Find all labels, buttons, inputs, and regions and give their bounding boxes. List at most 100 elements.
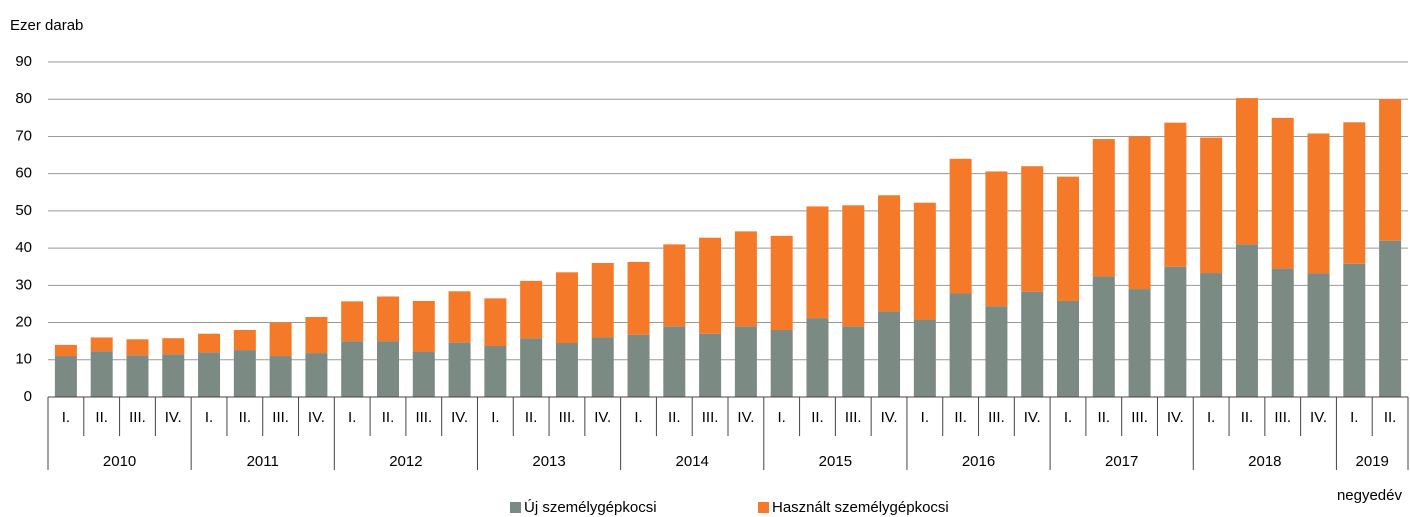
bar-segment <box>269 322 292 357</box>
year-label: 2010 <box>103 453 136 470</box>
x-tick-label: IV. <box>165 409 182 426</box>
x-tick-label: I. <box>62 409 70 426</box>
x-tick-label: IV. <box>594 409 611 426</box>
bar-segment <box>233 350 256 397</box>
y-tick-label: 90 <box>15 53 32 70</box>
x-tick-label: II. <box>382 409 395 426</box>
bar-segment <box>1307 133 1330 274</box>
bar-segment <box>198 333 221 353</box>
bar-segment <box>448 291 471 343</box>
bar-segment <box>448 342 471 397</box>
bar-segment <box>1092 276 1115 397</box>
bar-segment <box>305 353 328 397</box>
bar-segment <box>1200 273 1223 397</box>
bar-segment <box>842 205 865 327</box>
bar-segment <box>269 356 292 397</box>
bar-segment <box>627 334 650 397</box>
bar-segment <box>663 244 686 327</box>
year-label: 2015 <box>819 453 852 470</box>
bar-segment <box>198 352 221 397</box>
x-tick-label: I. <box>778 409 786 426</box>
bar-segment <box>985 306 1008 397</box>
bar-segment <box>806 318 829 397</box>
bar-segment <box>1343 263 1366 397</box>
legend-label: Használt személygépkocsi <box>772 499 949 516</box>
bar-segment <box>734 231 757 327</box>
bar-segment <box>126 339 149 356</box>
x-tick-label: II. <box>525 409 538 426</box>
bar-segment <box>305 316 328 354</box>
x-tick-label: III. <box>702 409 719 426</box>
x-tick-label: III. <box>415 409 432 426</box>
x-tick-label: II. <box>239 409 252 426</box>
bar-segment <box>412 300 435 352</box>
bar-segment <box>806 206 829 319</box>
x-tick-label: I. <box>348 409 356 426</box>
x-tick-label: I. <box>205 409 213 426</box>
bar-segment <box>1271 117 1294 269</box>
bar-segment <box>90 351 113 397</box>
bar-segment <box>555 272 578 344</box>
bar-segment <box>949 293 972 397</box>
x-tick-label: IV. <box>308 409 325 426</box>
bar-segment <box>484 298 507 347</box>
bar-segment <box>90 337 113 352</box>
bar-segment <box>591 337 614 397</box>
x-tick-label: IV. <box>881 409 898 426</box>
bar-segment <box>1200 137 1223 274</box>
bar-segment <box>1057 176 1079 301</box>
x-tick-label: I. <box>1064 409 1072 426</box>
bar-segment <box>1057 300 1079 397</box>
x-tick-label: I. <box>921 409 929 426</box>
x-tick-label: IV. <box>451 409 468 426</box>
x-tick-label: IV. <box>1167 409 1184 426</box>
legend-swatch <box>758 502 769 513</box>
year-label: 2011 <box>247 453 279 470</box>
year-label: 2014 <box>676 453 709 470</box>
bar-segment <box>1307 273 1330 397</box>
x-tick-label: III. <box>1274 409 1291 426</box>
x-tick-label: I. <box>1207 409 1215 426</box>
bar-segment <box>663 326 686 397</box>
y-axis-label: Ezer darab <box>10 17 83 34</box>
x-tick-label: IV. <box>1310 409 1327 426</box>
bar-segment <box>484 346 507 397</box>
bar-segment <box>520 338 543 397</box>
x-tick-label: III. <box>1131 409 1148 426</box>
x-tick-label: II. <box>1098 409 1111 426</box>
x-tick-label: II. <box>1241 409 1254 426</box>
bar-segment <box>949 158 972 294</box>
legend-swatch <box>510 502 521 513</box>
y-tick-label: 40 <box>15 239 32 256</box>
bar-segment <box>1379 240 1402 397</box>
year-label: 2013 <box>532 453 565 470</box>
bar-segment <box>842 326 865 397</box>
bar-segment <box>1021 291 1044 397</box>
bar-segment <box>1379 99 1402 241</box>
bar-segment <box>555 343 578 397</box>
bar-segment <box>1128 289 1151 397</box>
bar-segment <box>627 261 650 335</box>
bar-segment <box>377 296 399 342</box>
bar-segment <box>162 338 185 355</box>
bar-segment <box>1128 136 1151 290</box>
bar-segment <box>377 341 399 397</box>
bar-segment <box>520 280 543 339</box>
x-tick-label: II. <box>95 409 108 426</box>
x-tick-label: III. <box>272 409 289 426</box>
year-label: 2012 <box>389 453 422 470</box>
x-tick-label: III. <box>988 409 1005 426</box>
y-tick-label: 20 <box>15 314 32 331</box>
bar-segment <box>770 330 793 397</box>
x-tick-label: IV. <box>737 409 754 426</box>
bar-segment <box>1235 244 1258 397</box>
y-tick-label: 50 <box>15 202 32 219</box>
x-tick-label: II. <box>811 409 824 426</box>
bar-segment <box>878 195 901 312</box>
bar-segment <box>878 311 901 397</box>
x-tick-label: II. <box>668 409 681 426</box>
bar-segment <box>1271 268 1294 397</box>
bar-segment <box>699 237 722 334</box>
x-tick-label: II. <box>1384 409 1397 426</box>
